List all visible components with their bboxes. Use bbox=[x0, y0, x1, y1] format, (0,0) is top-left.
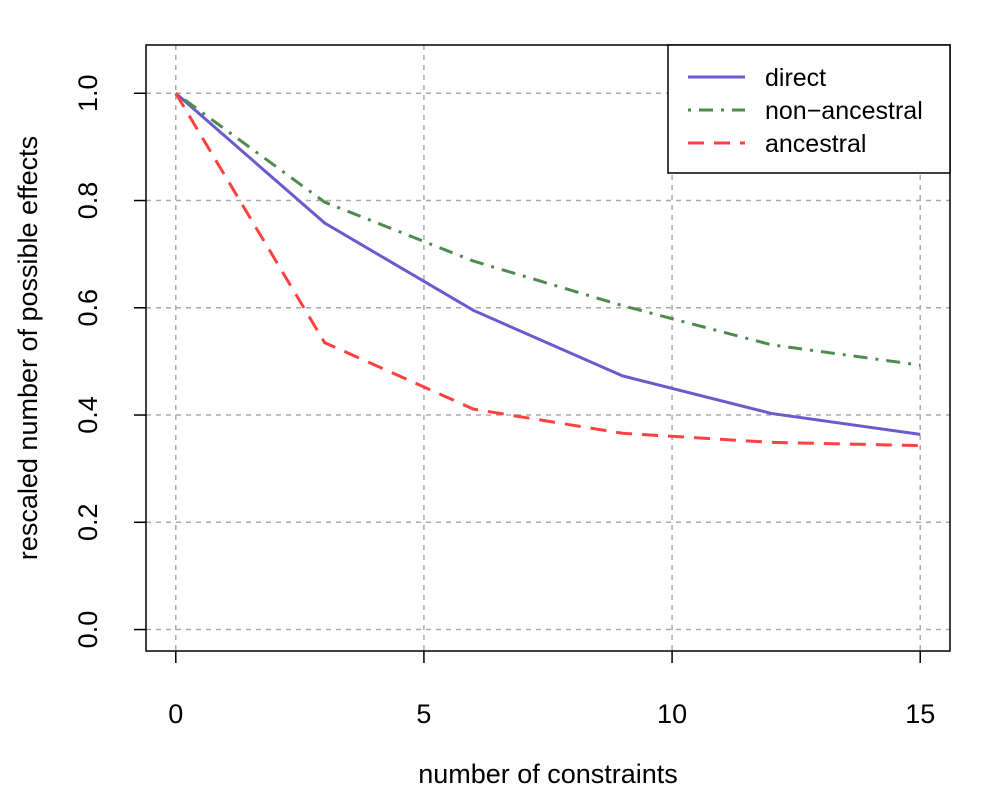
y-axis-label: rescaled number of possible effects bbox=[13, 136, 43, 560]
series-line-direct bbox=[174, 92, 921, 436]
legend-box bbox=[667, 44, 951, 174]
x-axis-label: number of constraints bbox=[418, 759, 678, 789]
y-tick-label: 0.8 bbox=[73, 182, 103, 220]
series-line-non-ancestral bbox=[174, 92, 921, 367]
x-tick-label: 0 bbox=[168, 699, 183, 729]
y-tick-label: 1.0 bbox=[73, 74, 103, 112]
y-tick-label: 0.2 bbox=[73, 504, 103, 542]
x-tick-label: 10 bbox=[657, 699, 687, 729]
y-tick-label: 0.6 bbox=[73, 289, 103, 327]
y-tick-label: 0.0 bbox=[73, 611, 103, 649]
y-axis: 0.0 0.2 0.4 0.6 0.8 1.0 bbox=[73, 74, 146, 648]
legend-label: ancestral bbox=[765, 130, 866, 158]
y-tick-label: 0.4 bbox=[73, 396, 103, 434]
x-tick-label: 15 bbox=[905, 699, 935, 729]
x-axis: 0 5 10 15 bbox=[168, 651, 935, 729]
plot-frame bbox=[145, 44, 951, 652]
legend: direct non−ancestral ancestral bbox=[667, 44, 951, 174]
legend-label: non−ancestral bbox=[765, 97, 923, 125]
series-lines bbox=[174, 92, 921, 448]
x-tick-label: 5 bbox=[416, 699, 431, 729]
series-line-ancestral bbox=[174, 92, 921, 448]
legend-label: direct bbox=[765, 64, 826, 92]
